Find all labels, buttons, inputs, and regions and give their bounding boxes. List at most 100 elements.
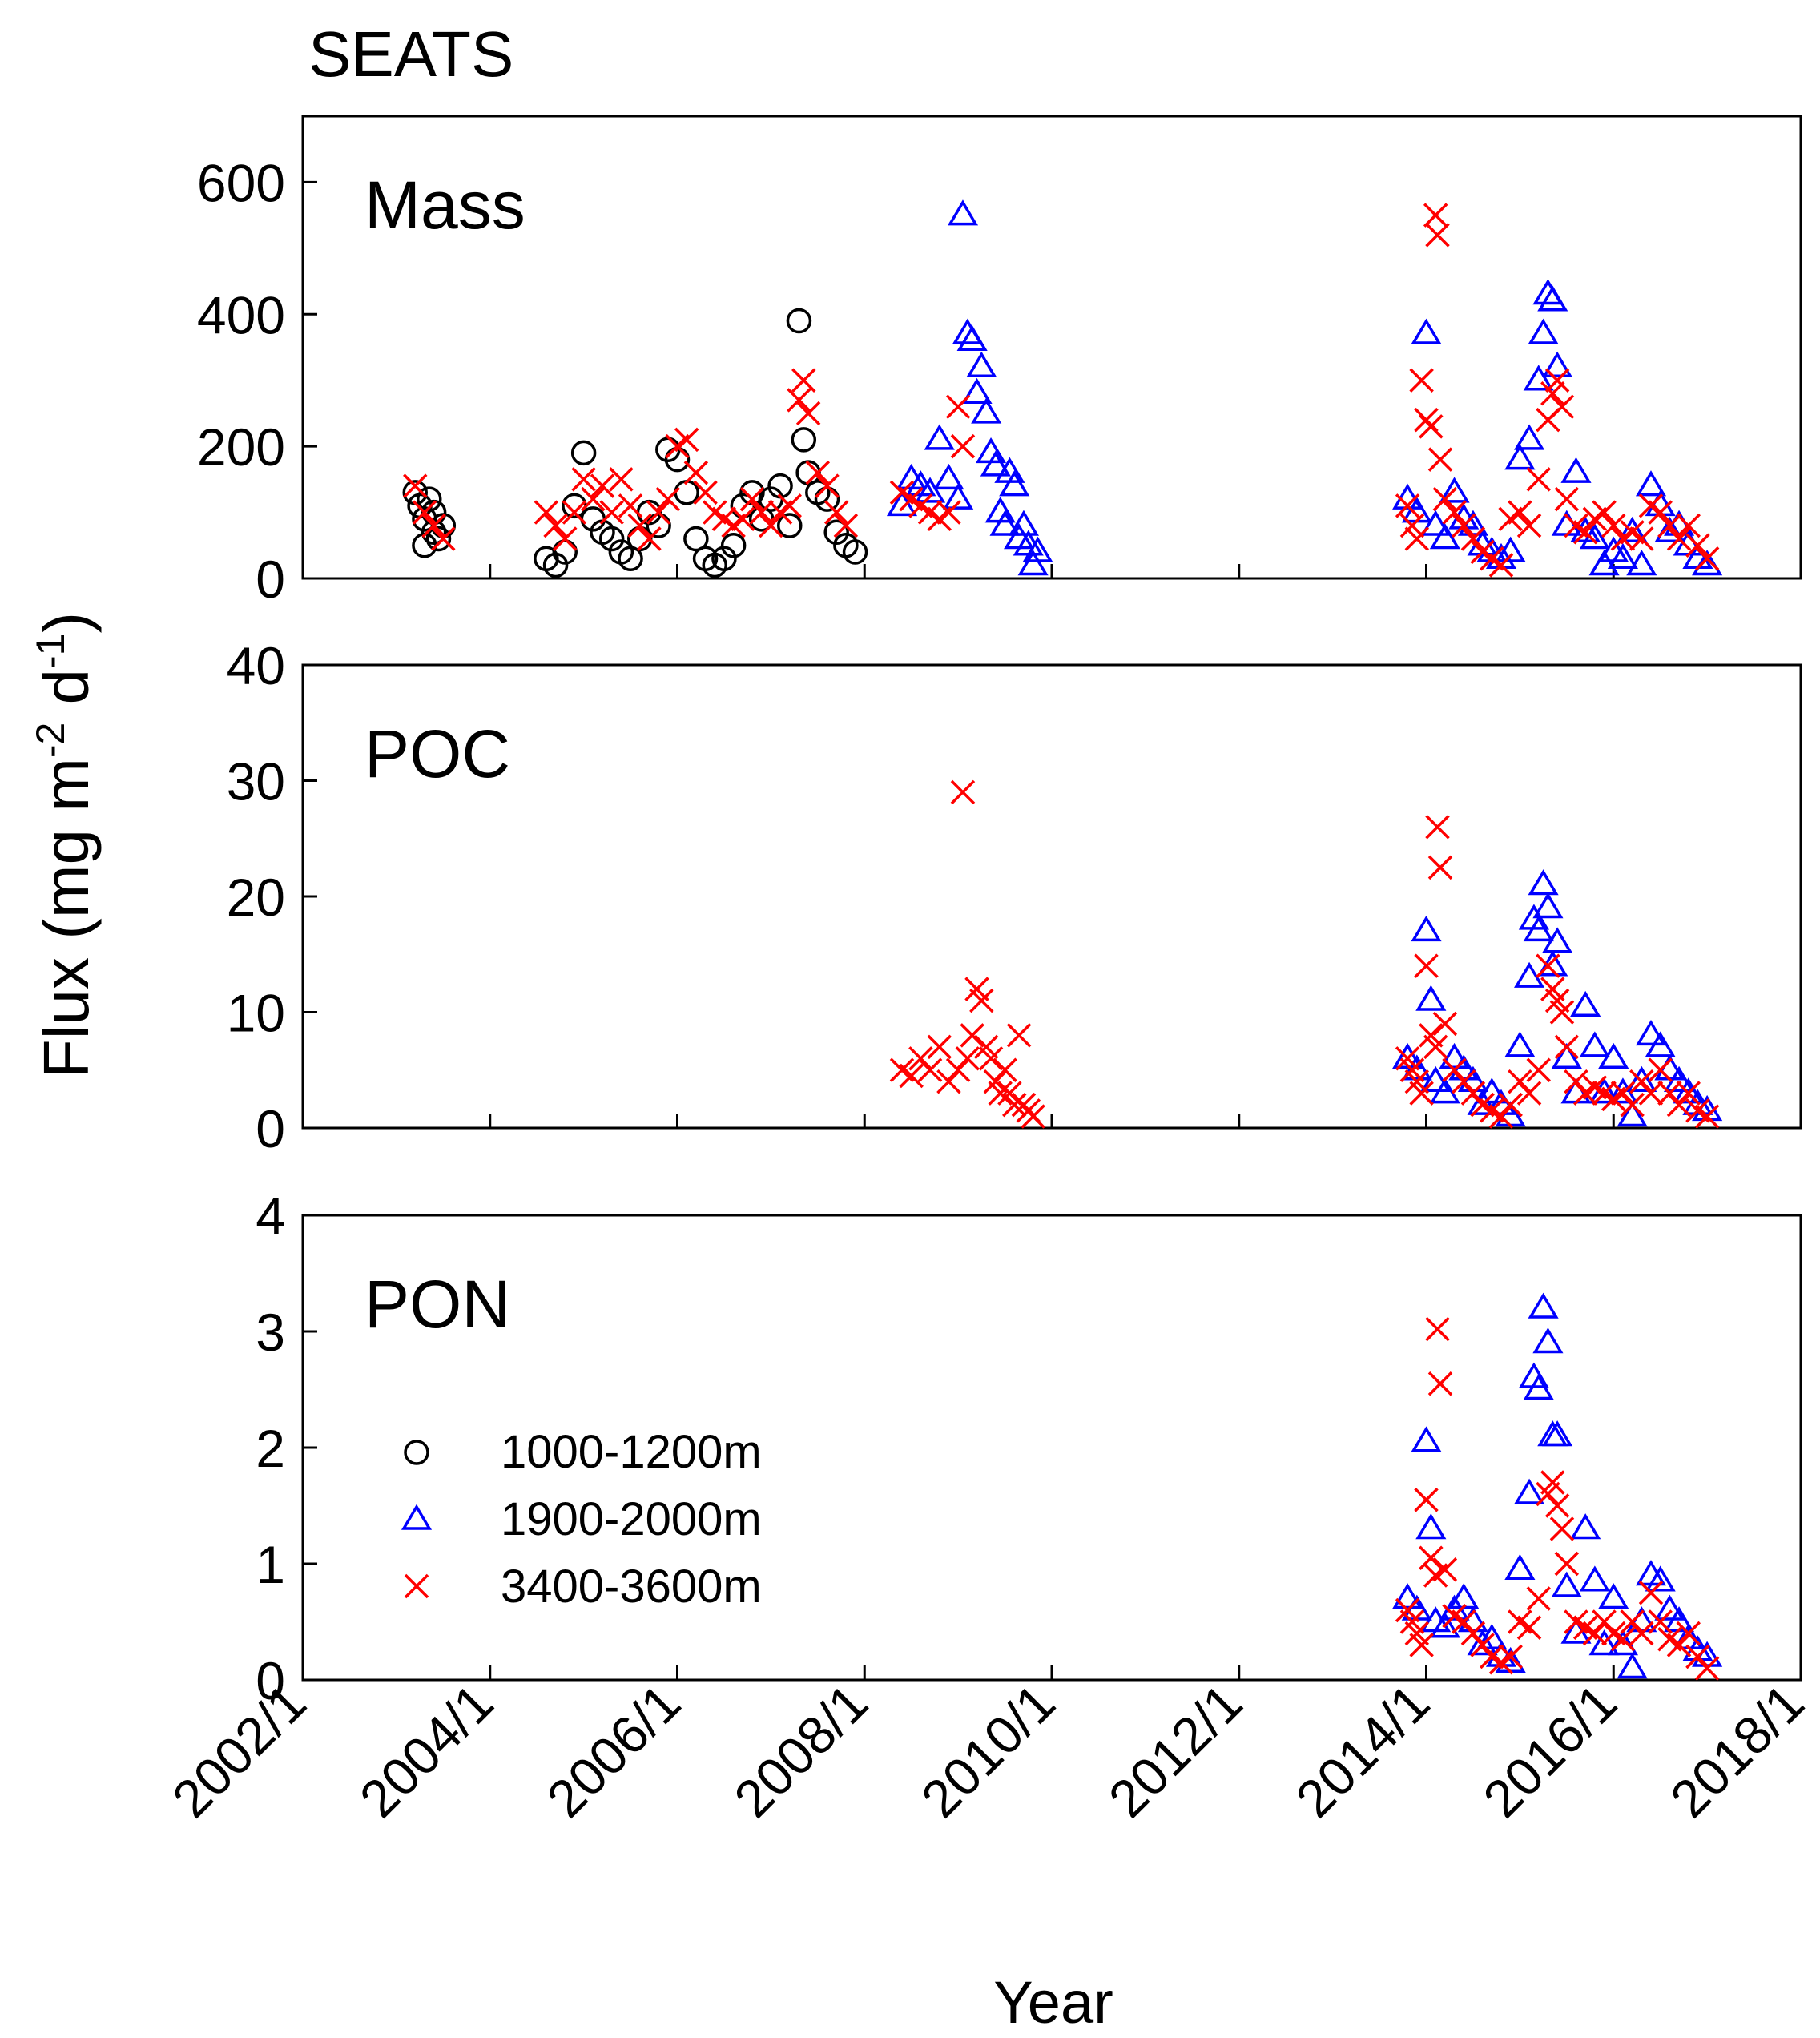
- data-point: [1442, 500, 1467, 525]
- x-tick-label: 2018/1: [1659, 1673, 1815, 1829]
- data-point: [961, 377, 993, 404]
- data-point: [1442, 1057, 1467, 1082]
- data-point: [720, 533, 747, 558]
- data-point: [1685, 1644, 1710, 1669]
- data-point: [1432, 486, 1458, 512]
- data-point: [1666, 1092, 1692, 1118]
- data-point: [833, 513, 859, 538]
- data-point: [417, 486, 442, 512]
- data-point: [945, 394, 971, 419]
- x-tick-label: 2016/1: [1472, 1673, 1628, 1829]
- data-point: [814, 486, 840, 512]
- data-point: [1592, 500, 1617, 525]
- data-point: [1540, 381, 1565, 406]
- data-point: [1570, 1513, 1601, 1540]
- data-point: [1513, 1478, 1545, 1504]
- data-point: [693, 480, 718, 505]
- data-point: [1551, 1042, 1582, 1069]
- data-point: [1645, 1565, 1676, 1592]
- data-point: [1452, 513, 1476, 538]
- data-point: [581, 486, 606, 512]
- data-point: [1607, 542, 1639, 570]
- data-point: [1648, 1057, 1673, 1082]
- data-point: [842, 539, 868, 565]
- data-point: [1425, 1316, 1450, 1342]
- y-tick-label: 1: [256, 1535, 285, 1594]
- data-point: [1579, 1031, 1610, 1057]
- data-point: [1004, 523, 1035, 550]
- data-point: [1635, 1019, 1667, 1046]
- data-point: [646, 500, 671, 525]
- y-tick-label: 20: [227, 868, 285, 927]
- data-point: [1404, 526, 1430, 551]
- y-tick-label: 0: [256, 1651, 285, 1710]
- y-tick-label: 2: [256, 1419, 285, 1478]
- series-1000-1200m: [402, 308, 868, 578]
- x-tick-label: 2008/1: [723, 1673, 879, 1829]
- data-point: [908, 1046, 933, 1071]
- data-point: [1414, 953, 1439, 978]
- x-tick-labels: 2002/1 2004/1 2006/1 2008/1 2010/1 2012/1 2014…: [161, 1673, 1815, 1829]
- data-point: [627, 513, 652, 538]
- data-point: [1554, 1034, 1580, 1060]
- data-point: [1685, 533, 1710, 558]
- panel-label: Mass: [364, 167, 525, 243]
- data-point: [1008, 510, 1040, 536]
- data-point: [1544, 1493, 1570, 1518]
- data-point: [1537, 1420, 1568, 1447]
- data-point: [637, 526, 662, 551]
- data-point: [1432, 1557, 1458, 1582]
- data-point: [1513, 424, 1545, 450]
- data-point: [683, 460, 709, 485]
- data-point: [1420, 1065, 1452, 1092]
- data-point: [924, 424, 955, 450]
- data-point: [1516, 513, 1542, 538]
- data-point: [421, 513, 446, 538]
- legend-marker-triangle: [401, 1504, 433, 1530]
- data-point: [1415, 1513, 1447, 1540]
- data-point: [590, 473, 615, 498]
- data-point: [1523, 1374, 1554, 1400]
- legend-label-1900-2000m: 1900-2000m: [501, 1493, 762, 1545]
- data-point: [552, 539, 578, 565]
- data-point: [1629, 1621, 1654, 1646]
- data-point: [1663, 1065, 1695, 1092]
- data-point: [542, 552, 569, 578]
- data-point: [1635, 470, 1667, 497]
- y-tick-label: 0: [256, 1099, 285, 1158]
- data-point: [1508, 500, 1532, 525]
- data-point: [786, 308, 812, 334]
- data-point: [1439, 477, 1470, 503]
- data-point: [1620, 1092, 1645, 1118]
- data-point: [674, 427, 699, 453]
- data-point: [1579, 1565, 1610, 1592]
- legend: 1000-1200m 1900-2000m 3400-3600m: [401, 1426, 762, 1613]
- data-point: [570, 440, 597, 466]
- legend-marker-x: [404, 1573, 429, 1599]
- data-point: [1414, 1488, 1439, 1512]
- series-3400-3600m: [889, 779, 1720, 1129]
- data-point: [403, 473, 428, 498]
- data-point: [1467, 1629, 1498, 1656]
- data-point: [1432, 1011, 1458, 1037]
- data-point: [1549, 394, 1575, 419]
- data-point: [1676, 513, 1701, 538]
- data-point: [739, 486, 765, 512]
- data-point: [1392, 1583, 1423, 1609]
- data-point: [1425, 815, 1450, 840]
- data-point: [1006, 1023, 1032, 1048]
- chart-panels: 0 200 400 600 Mass 0 10 20 30 40 POC 0 1 2 3 4 PON: [197, 115, 1802, 1710]
- data-point: [646, 513, 671, 538]
- panel-label: PON: [364, 1267, 510, 1342]
- data-point: [1540, 1470, 1565, 1495]
- data-point: [1523, 365, 1554, 391]
- data-point: [1532, 1327, 1564, 1354]
- data-point: [1427, 855, 1453, 880]
- data-point: [1423, 1034, 1448, 1060]
- data-point: [1542, 927, 1573, 953]
- data-point: [618, 493, 643, 518]
- panel-label: POC: [364, 716, 510, 791]
- data-point: [1476, 1623, 1508, 1649]
- data-point: [805, 460, 831, 485]
- data-point: [978, 1046, 1004, 1071]
